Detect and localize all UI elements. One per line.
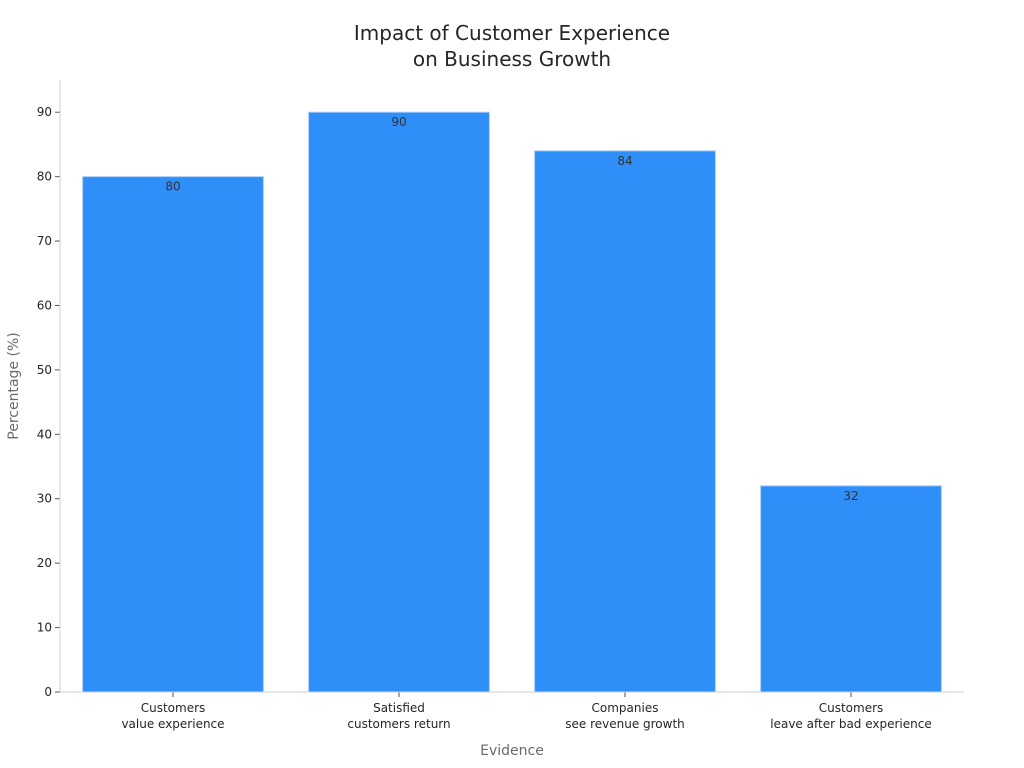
y-tick-label: 80 — [37, 170, 52, 184]
x-tick-label: Customers leave after bad experience — [770, 701, 931, 731]
bar-value-label: 80 — [165, 180, 180, 194]
x-tick-label-line: customers return — [347, 717, 450, 731]
bar — [760, 485, 942, 693]
y-tick-label: 70 — [37, 234, 52, 248]
y-tick-label: 40 — [37, 427, 52, 441]
y-tick-label: 90 — [37, 105, 52, 119]
y-tick-label: 20 — [37, 556, 52, 570]
x-tick-label: Companies see revenue growth — [565, 701, 685, 731]
bar-value-label: 84 — [617, 154, 632, 168]
y-tick-label: 30 — [37, 492, 52, 506]
bar-value-label: 32 — [843, 489, 858, 503]
x-tick-label-line: Customers — [819, 701, 884, 715]
x-tick-label: Customers value experience — [121, 701, 224, 731]
x-tick-label-line: leave after bad experience — [770, 717, 931, 731]
y-tick-label: 10 — [37, 621, 52, 635]
bar-value-label: 90 — [391, 115, 406, 129]
x-tick-label-line: see revenue growth — [565, 717, 685, 731]
chart-title-line-2: on Business Growth — [413, 47, 611, 71]
x-tick-label-line: Satisfied — [373, 701, 425, 715]
chart-title-line-1: Impact of Customer Experience — [354, 21, 670, 45]
y-tick-label: 0 — [44, 685, 52, 699]
chart-title: Impact of Customer Experience on Busines… — [354, 21, 670, 71]
x-tick-label-line: Customers — [141, 701, 206, 715]
bar — [82, 176, 264, 693]
y-axis-ticks: 0 10 20 30 40 50 60 70 80 90 — [37, 105, 60, 699]
y-tick-label: 60 — [37, 298, 52, 312]
x-axis-label: Evidence — [480, 743, 544, 759]
x-tick-label-line: Companies — [592, 701, 659, 715]
bar — [534, 150, 716, 693]
bars-group: 80 90 84 32 — [82, 111, 942, 693]
y-axis-label: Percentage (%) — [6, 332, 22, 439]
x-axis-ticks: Customers value experience Satisfied custom… — [121, 692, 932, 731]
x-tick-label-line: value experience — [121, 717, 224, 731]
y-tick-label: 50 — [37, 363, 52, 377]
x-tick-label: Satisfied customers return — [347, 701, 450, 731]
bar — [308, 111, 490, 693]
